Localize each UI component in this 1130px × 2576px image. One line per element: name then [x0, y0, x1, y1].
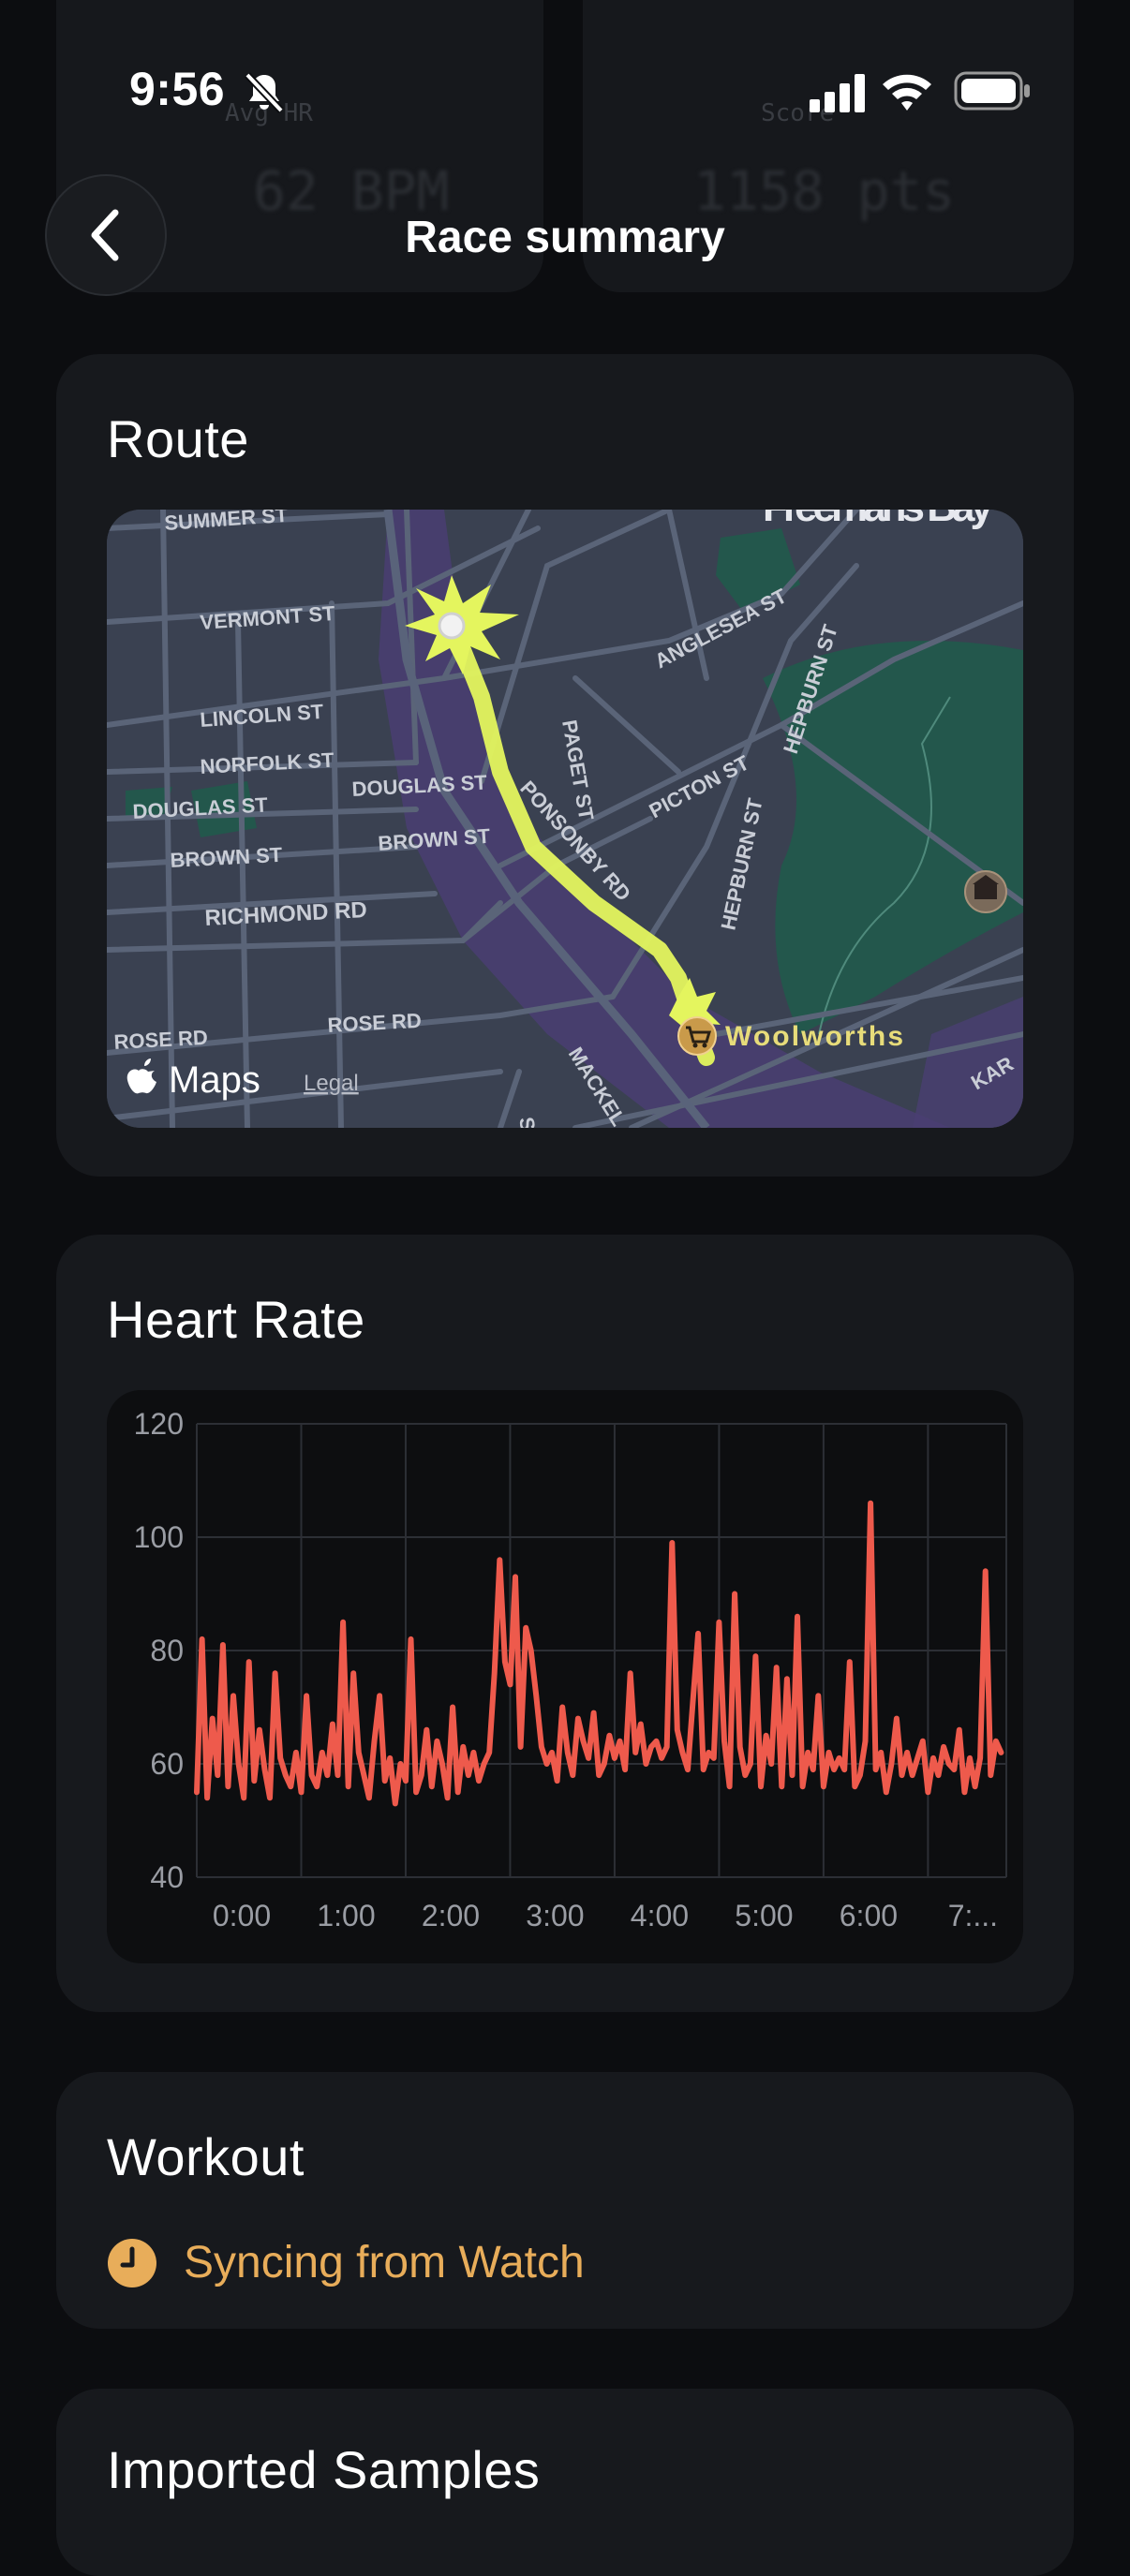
x-tick-label: 5:00 [735, 1899, 793, 1932]
x-tick-label: 0:00 [213, 1899, 271, 1932]
workout-title: Workout [107, 2127, 305, 2186]
maps-attribution: Maps [126, 1059, 260, 1101]
start-point [438, 612, 466, 640]
x-tick-label: 6:00 [840, 1899, 898, 1932]
y-tick-label: 40 [150, 1860, 184, 1894]
heart-rate-card: Heart Rate 120 100 80 60 40 0:00 1:00 2:00 3:00 4… [56, 1235, 1074, 2012]
map-canvas: SUMMER ST VERMONT ST LINCOLN ST NORFOLK … [107, 510, 1023, 1128]
status-time: 9:56 [129, 63, 226, 115]
page-title: Race summary [405, 213, 725, 262]
sync-status-text: Syncing from Watch [184, 2238, 585, 2287]
imported-samples-card: Imported Samples [56, 2389, 1074, 2576]
poi-label: Woolworths [725, 1021, 903, 1052]
battery-icon [954, 71, 1030, 111]
workout-card: Workout Syncing from Watch [56, 2072, 1074, 2329]
street-label: ROSE RD [113, 1026, 208, 1054]
area-label: Freemans Bay [763, 510, 994, 530]
wifi-icon [883, 74, 931, 111]
stat-value: 1158 pts [693, 159, 956, 223]
x-tick-label: 1:00 [317, 1899, 375, 1932]
stat-value: 62 BPM [253, 159, 450, 223]
route-map[interactable]: SUMMER ST VERMONT ST LINCOLN ST NORFOLK … [107, 510, 1023, 1128]
sync-status: Syncing from Watch [107, 2237, 585, 2288]
x-tick-label: 4:00 [631, 1899, 689, 1932]
end-marker [669, 978, 721, 1044]
cellular-signal-icon [810, 74, 865, 112]
street-label: SC [514, 1116, 543, 1128]
chevron-left-icon [91, 209, 119, 261]
imported-samples-title: Imported Samples [107, 2440, 541, 2499]
route-title: Route [107, 409, 249, 468]
heart-rate-title: Heart Rate [107, 1290, 365, 1349]
maps-brand: Maps [169, 1059, 260, 1101]
stat-card-score: Score 1158 pts [583, 0, 1074, 292]
y-tick-label: 60 [150, 1747, 184, 1781]
x-tick-label: 7:... [948, 1899, 998, 1932]
y-tick-label: 100 [134, 1520, 184, 1554]
legal-link[interactable]: Legal [304, 1071, 359, 1096]
clock-icon [108, 2238, 156, 2287]
silent-mode-icon [245, 72, 284, 113]
stat-label: Score [761, 99, 835, 127]
back-button[interactable] [45, 174, 167, 296]
heart-rate-line [194, 1500, 1004, 1807]
heart-rate-chart[interactable]: 120 100 80 60 40 0:00 1:00 2:00 3:00 4:00 5:00 6:00… [107, 1390, 1023, 1963]
y-tick-label: 120 [134, 1407, 184, 1441]
stat-label: Avg HR [225, 99, 313, 127]
poi-woolworths[interactable]: Woolworths [677, 1016, 903, 1056]
street-label: ROSE RD [327, 1009, 422, 1037]
poi-landmark-icon [964, 870, 1007, 913]
x-tick-label: 3:00 [526, 1899, 584, 1932]
route-card: Route [56, 354, 1074, 1177]
heart-rate-plot: 120 100 80 60 40 0:00 1:00 2:00 3:00 4:00 5:00 6:00… [134, 1407, 1007, 1932]
y-tick-label: 80 [150, 1634, 184, 1667]
x-tick-label: 2:00 [422, 1899, 480, 1932]
